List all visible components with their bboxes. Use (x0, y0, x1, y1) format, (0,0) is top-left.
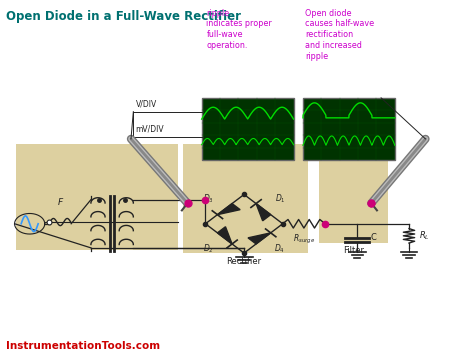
Text: F: F (58, 198, 63, 207)
Text: Open diode
causes half-wave
rectification
and increased
ripple: Open diode causes half-wave rectificatio… (305, 9, 374, 60)
Bar (303, 98, 395, 160)
Text: mV/DIV: mV/DIV (136, 124, 164, 133)
Polygon shape (248, 233, 271, 244)
Polygon shape (218, 227, 232, 244)
Polygon shape (218, 203, 240, 215)
Bar (319, 155, 388, 243)
Text: $D_3$: $D_3$ (203, 192, 214, 204)
Text: Rectifier: Rectifier (227, 257, 262, 266)
Bar (201, 98, 293, 160)
Polygon shape (256, 203, 271, 221)
Text: Open Diode in a Full-Wave Rectifier: Open Diode in a Full-Wave Rectifier (6, 10, 241, 23)
Text: $D_2$: $D_2$ (203, 243, 214, 255)
Text: $D_1$: $D_1$ (274, 192, 285, 204)
Text: C: C (370, 233, 376, 242)
Text: V/DIV: V/DIV (136, 99, 157, 108)
Bar (183, 144, 308, 253)
Text: ripple
indicates proper
full-wave
operation.: ripple indicates proper full-wave operat… (206, 9, 272, 50)
Text: $R_{surge}$: $R_{surge}$ (293, 233, 315, 246)
Text: Filter: Filter (343, 246, 364, 255)
Text: $R_L$: $R_L$ (419, 230, 430, 242)
Text: $D_4$: $D_4$ (274, 243, 285, 255)
Bar (16, 144, 178, 249)
Text: InstrumentationTools.com: InstrumentationTools.com (6, 342, 160, 351)
